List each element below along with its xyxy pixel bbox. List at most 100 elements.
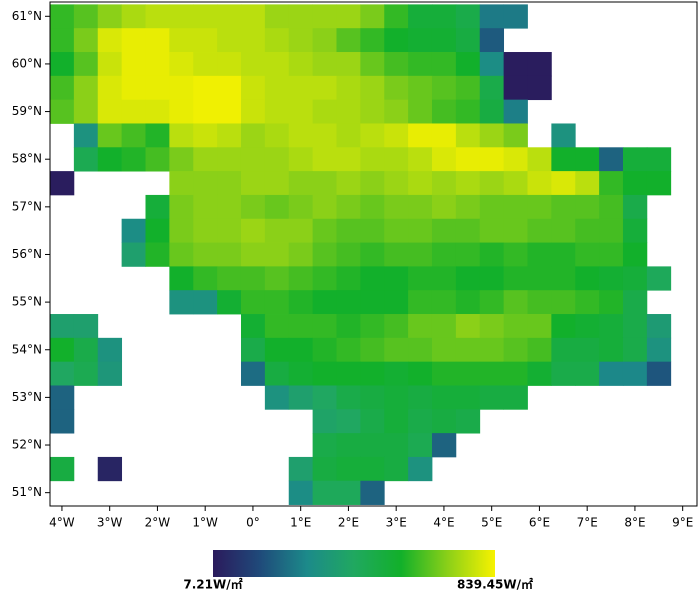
heat-cell — [551, 171, 576, 196]
heat-cell — [217, 123, 242, 148]
heat-cell — [217, 28, 242, 53]
heat-cell — [431, 28, 457, 53]
heat-cell — [575, 314, 600, 339]
heat-cell — [455, 409, 481, 434]
heat-cell — [97, 52, 123, 77]
x-tick-label: 1°W — [192, 516, 218, 530]
heat-cell — [312, 409, 337, 434]
heat-cell — [312, 290, 337, 315]
heat-cell — [193, 266, 218, 291]
heat-cell — [288, 218, 314, 243]
heat-cell — [288, 28, 314, 53]
heat-cell — [551, 266, 576, 291]
heat-cell — [240, 266, 266, 291]
heat-cell — [288, 194, 314, 220]
heat-cell — [408, 4, 433, 29]
heat-cell — [408, 123, 433, 148]
heat-cell — [217, 218, 242, 243]
heat-cell — [384, 433, 409, 458]
heat-cell — [121, 242, 146, 267]
heat-cell — [384, 290, 409, 315]
heat-cell — [360, 28, 385, 53]
heat-cell — [121, 52, 146, 77]
heat-cell — [169, 194, 194, 220]
heat-cell — [503, 361, 528, 386]
heat-cell — [336, 456, 361, 482]
heat-cell — [360, 456, 385, 482]
heat-cell — [599, 194, 624, 220]
heat-cell — [336, 480, 361, 505]
heat-cell — [312, 314, 337, 339]
heat-cell — [455, 52, 481, 77]
heat-cell — [217, 4, 242, 29]
heat-cell — [384, 4, 409, 29]
heat-cell — [193, 28, 218, 53]
heat-cell — [336, 385, 361, 410]
heat-cell — [408, 433, 433, 458]
heat-cell — [73, 75, 99, 101]
heat-cell — [431, 314, 457, 339]
heat-cell — [193, 147, 218, 172]
heat-cell — [336, 123, 361, 148]
heat-cell — [50, 314, 75, 339]
heat-cell — [408, 147, 433, 172]
heat-cell — [336, 314, 361, 339]
y-tick-label: 51°N — [12, 485, 42, 499]
heat-cell — [455, 242, 481, 267]
heat-cell — [431, 218, 457, 243]
heat-cell — [431, 337, 457, 363]
heat-cell — [312, 147, 337, 172]
heat-cell — [455, 290, 481, 315]
heat-cell — [599, 266, 624, 291]
heat-cell — [50, 409, 75, 434]
heat-cell — [97, 75, 123, 101]
heat-cell — [575, 171, 600, 196]
heat-cell — [455, 4, 481, 29]
heat-cell — [336, 52, 361, 77]
heat-cell — [527, 147, 552, 172]
x-tick-label: 7°E — [577, 516, 598, 530]
heat-cell — [408, 314, 433, 339]
heat-cell — [455, 361, 481, 386]
heat-cell — [240, 171, 266, 196]
heat-cell — [312, 242, 337, 267]
heat-cell — [264, 385, 290, 410]
heat-cell — [575, 194, 600, 220]
heat-cell — [551, 218, 576, 243]
heat-cell — [145, 242, 170, 267]
heat-cell — [193, 171, 218, 196]
y-tick-label: 57°N — [12, 199, 42, 213]
heat-cell — [217, 147, 242, 172]
x-tick-label: 2°E — [338, 516, 359, 530]
heat-cell — [288, 52, 314, 77]
heat-cell — [73, 99, 99, 124]
heat-cell — [408, 456, 433, 482]
heat-cell — [384, 194, 409, 220]
heat-cell — [384, 409, 409, 434]
heat-cell — [360, 52, 385, 77]
heat-cell — [408, 337, 433, 363]
colorbar — [213, 550, 495, 577]
heat-cell — [121, 218, 146, 243]
heat-cell — [169, 123, 194, 148]
heat-cell — [312, 361, 337, 386]
heat-cell — [479, 290, 505, 315]
heat-cell — [384, 99, 409, 124]
heat-cell — [336, 337, 361, 363]
x-tick-label: 3°W — [97, 516, 123, 530]
heat-cell — [575, 337, 600, 363]
heat-cell — [551, 123, 576, 148]
heat-cell — [599, 218, 624, 243]
heat-cell — [479, 75, 505, 101]
heat-cell — [50, 4, 75, 29]
heat-cell — [551, 242, 576, 267]
heat-cell — [217, 194, 242, 220]
heat-cell — [527, 75, 552, 101]
heat-cell — [288, 171, 314, 196]
heat-cell — [217, 290, 242, 315]
heat-cell — [431, 266, 457, 291]
heat-cell — [622, 171, 648, 196]
heat-cell — [264, 266, 290, 291]
heat-cell — [599, 242, 624, 267]
